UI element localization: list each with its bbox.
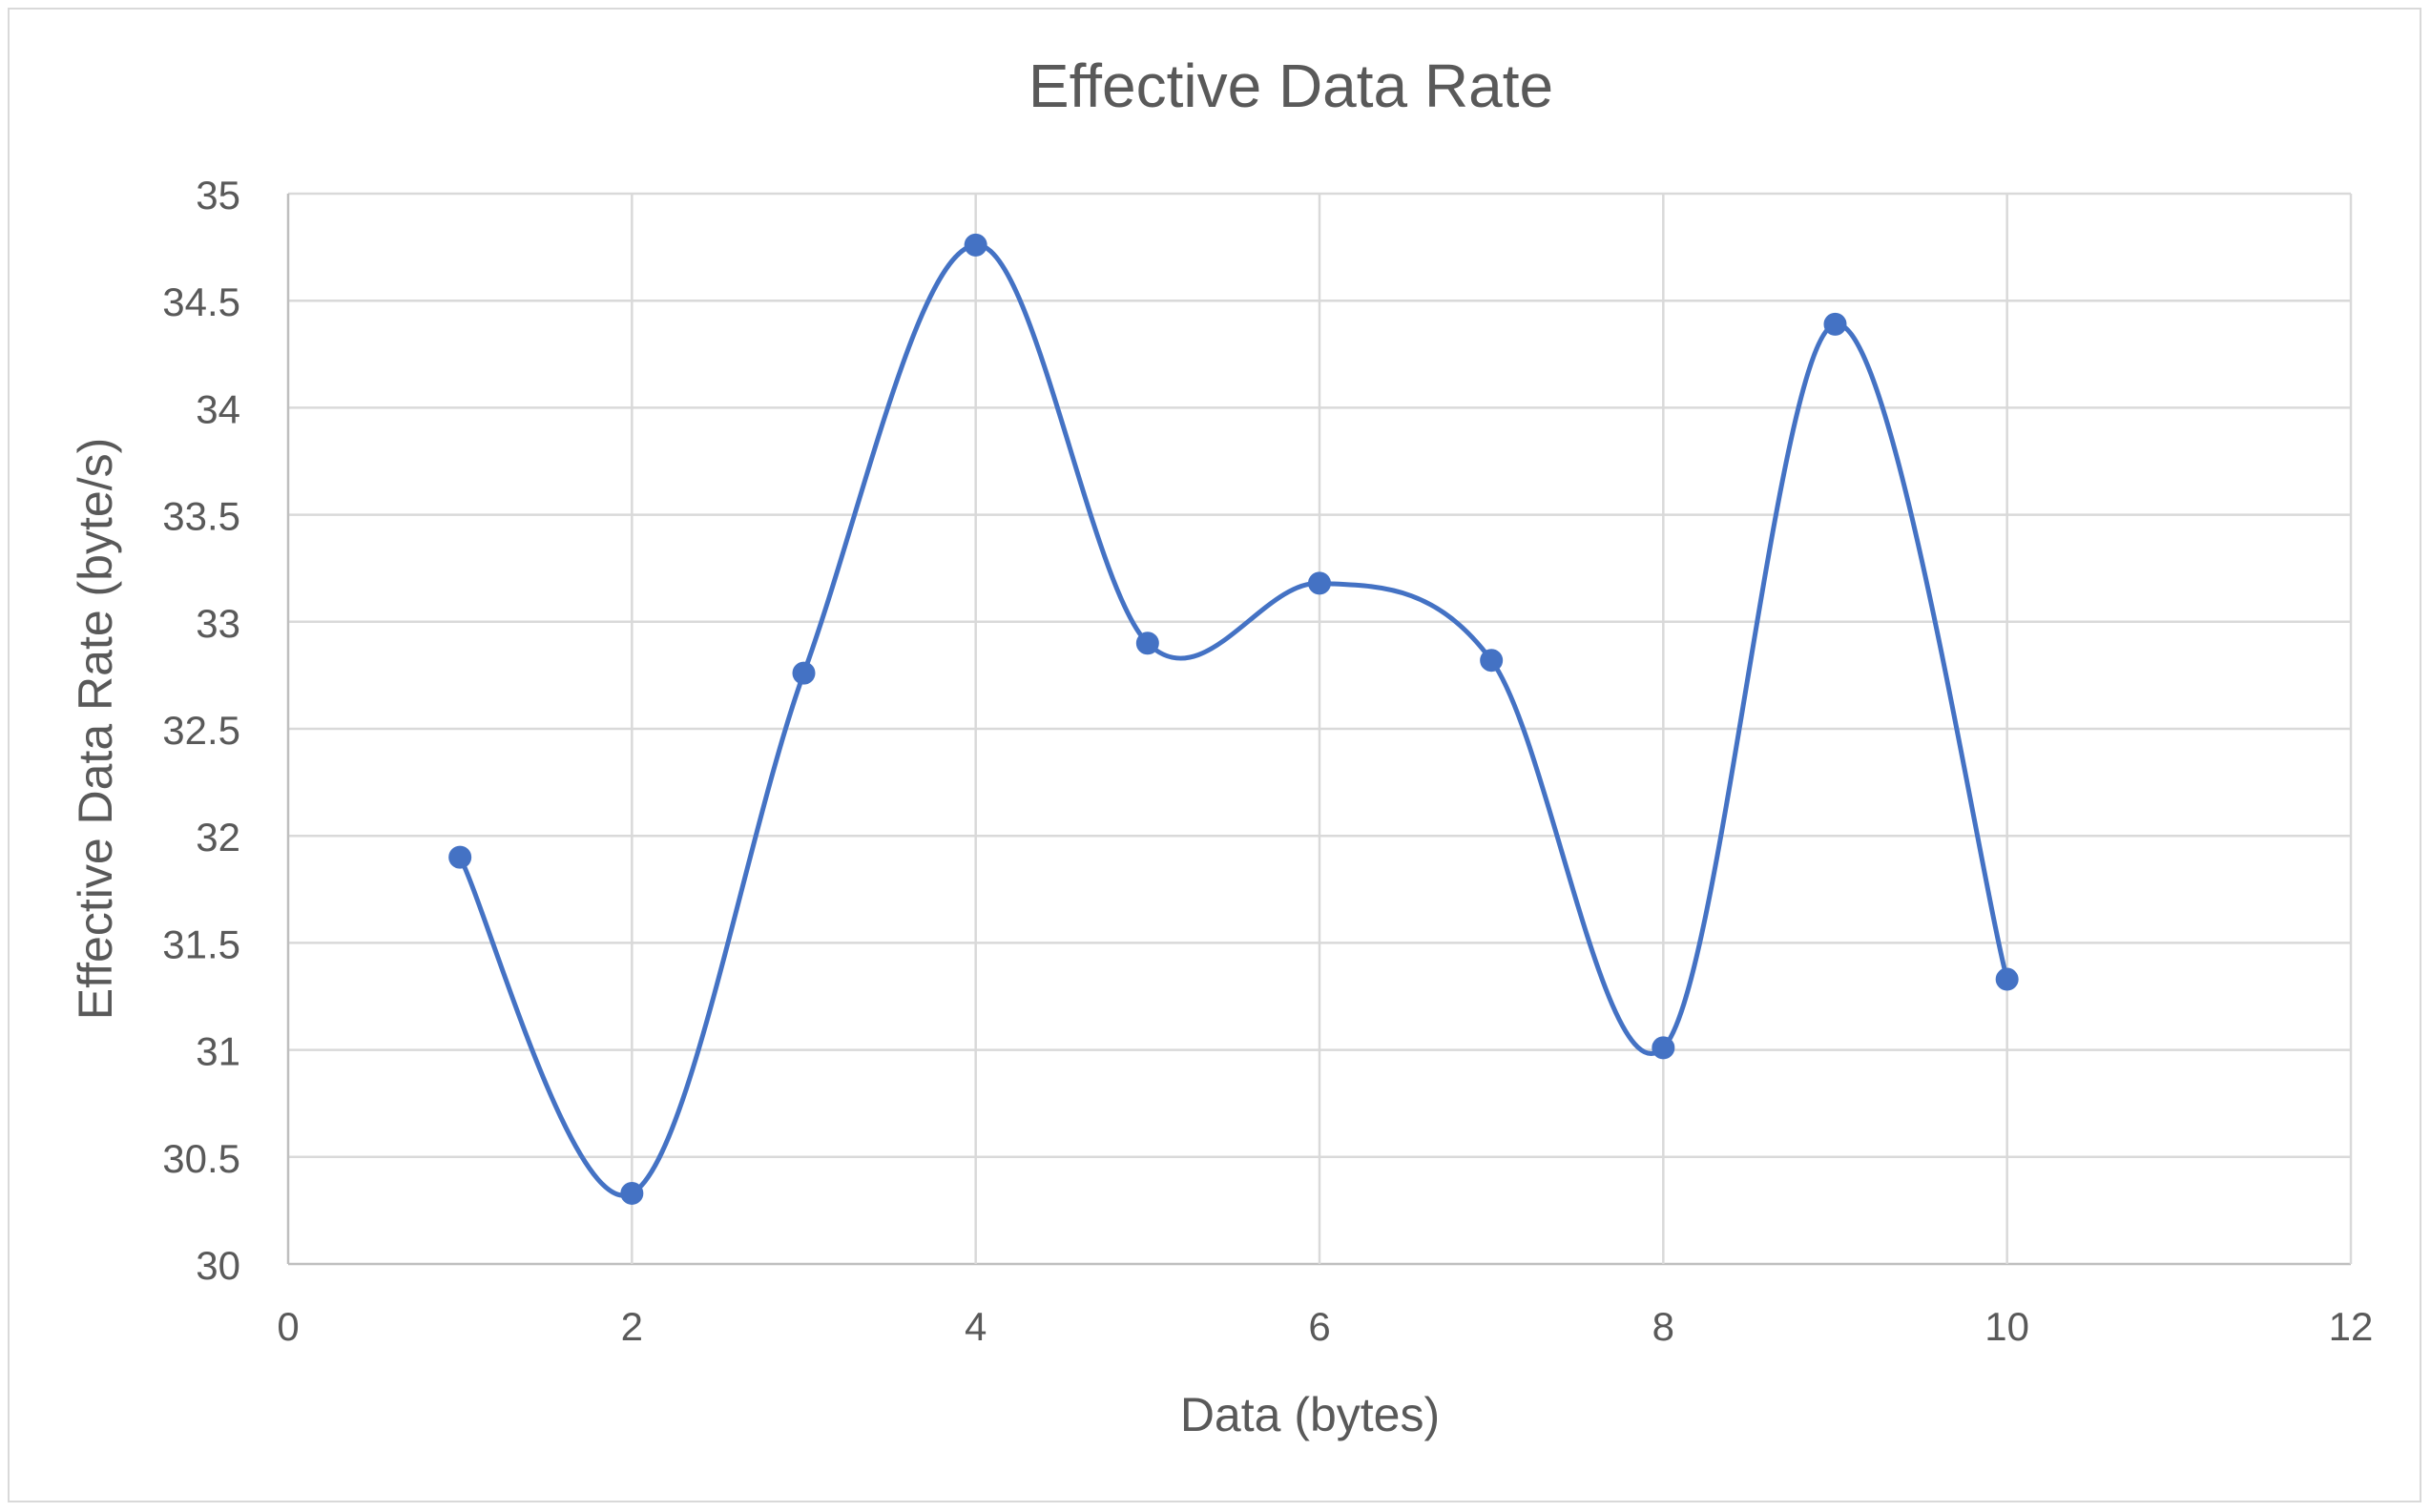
- y-tick-label: 32: [196, 815, 240, 860]
- data-point: [964, 233, 987, 257]
- x-tick-label: 2: [621, 1304, 643, 1349]
- data-point: [1308, 571, 1331, 595]
- x-tick-label: 12: [2329, 1304, 2374, 1349]
- x-tick-label: 10: [1984, 1304, 2029, 1349]
- tick-labels: 30 30.5 31 31.5 32 32.5 33 33.5 34 34.5 35 0 2 4 6 8 10 1…: [162, 173, 2373, 1349]
- data-point: [1480, 649, 1504, 673]
- y-tick-label: 33.5: [162, 494, 240, 539]
- data-point: [792, 661, 816, 685]
- series-line: [457, 242, 2010, 1198]
- x-tick-label: 0: [277, 1304, 299, 1349]
- y-tick-label: 34: [196, 386, 240, 431]
- x-tick-label: 8: [1652, 1304, 1674, 1349]
- data-point: [620, 1181, 644, 1205]
- y-tick-label: 30: [196, 1243, 240, 1288]
- chart-title: Effective Data Rate: [1028, 52, 1553, 120]
- data-point: [1135, 632, 1159, 655]
- y-tick-label: 33: [196, 601, 240, 646]
- data-point: [1995, 967, 2019, 991]
- gridlines: [286, 192, 2353, 1266]
- y-tick-label: 32.5: [162, 708, 240, 753]
- x-axis-label: Data (bytes): [1180, 1388, 1440, 1441]
- y-tick-label: 30.5: [162, 1136, 240, 1181]
- data-markers: [448, 233, 2019, 1205]
- chart-frame: [8, 8, 2421, 1502]
- y-tick-label: 31: [196, 1029, 240, 1074]
- x-tick-label: 4: [965, 1304, 987, 1349]
- y-axis-label: Effective Data Rate (byte/s): [69, 438, 122, 1020]
- data-point: [448, 845, 472, 869]
- y-tick-label: 34.5: [162, 280, 240, 324]
- y-tick-label: 31.5: [162, 922, 240, 966]
- x-tick-label: 6: [1308, 1304, 1330, 1349]
- data-point: [1823, 312, 1847, 336]
- data-point: [1652, 1036, 1675, 1060]
- y-tick-label: 35: [196, 173, 240, 217]
